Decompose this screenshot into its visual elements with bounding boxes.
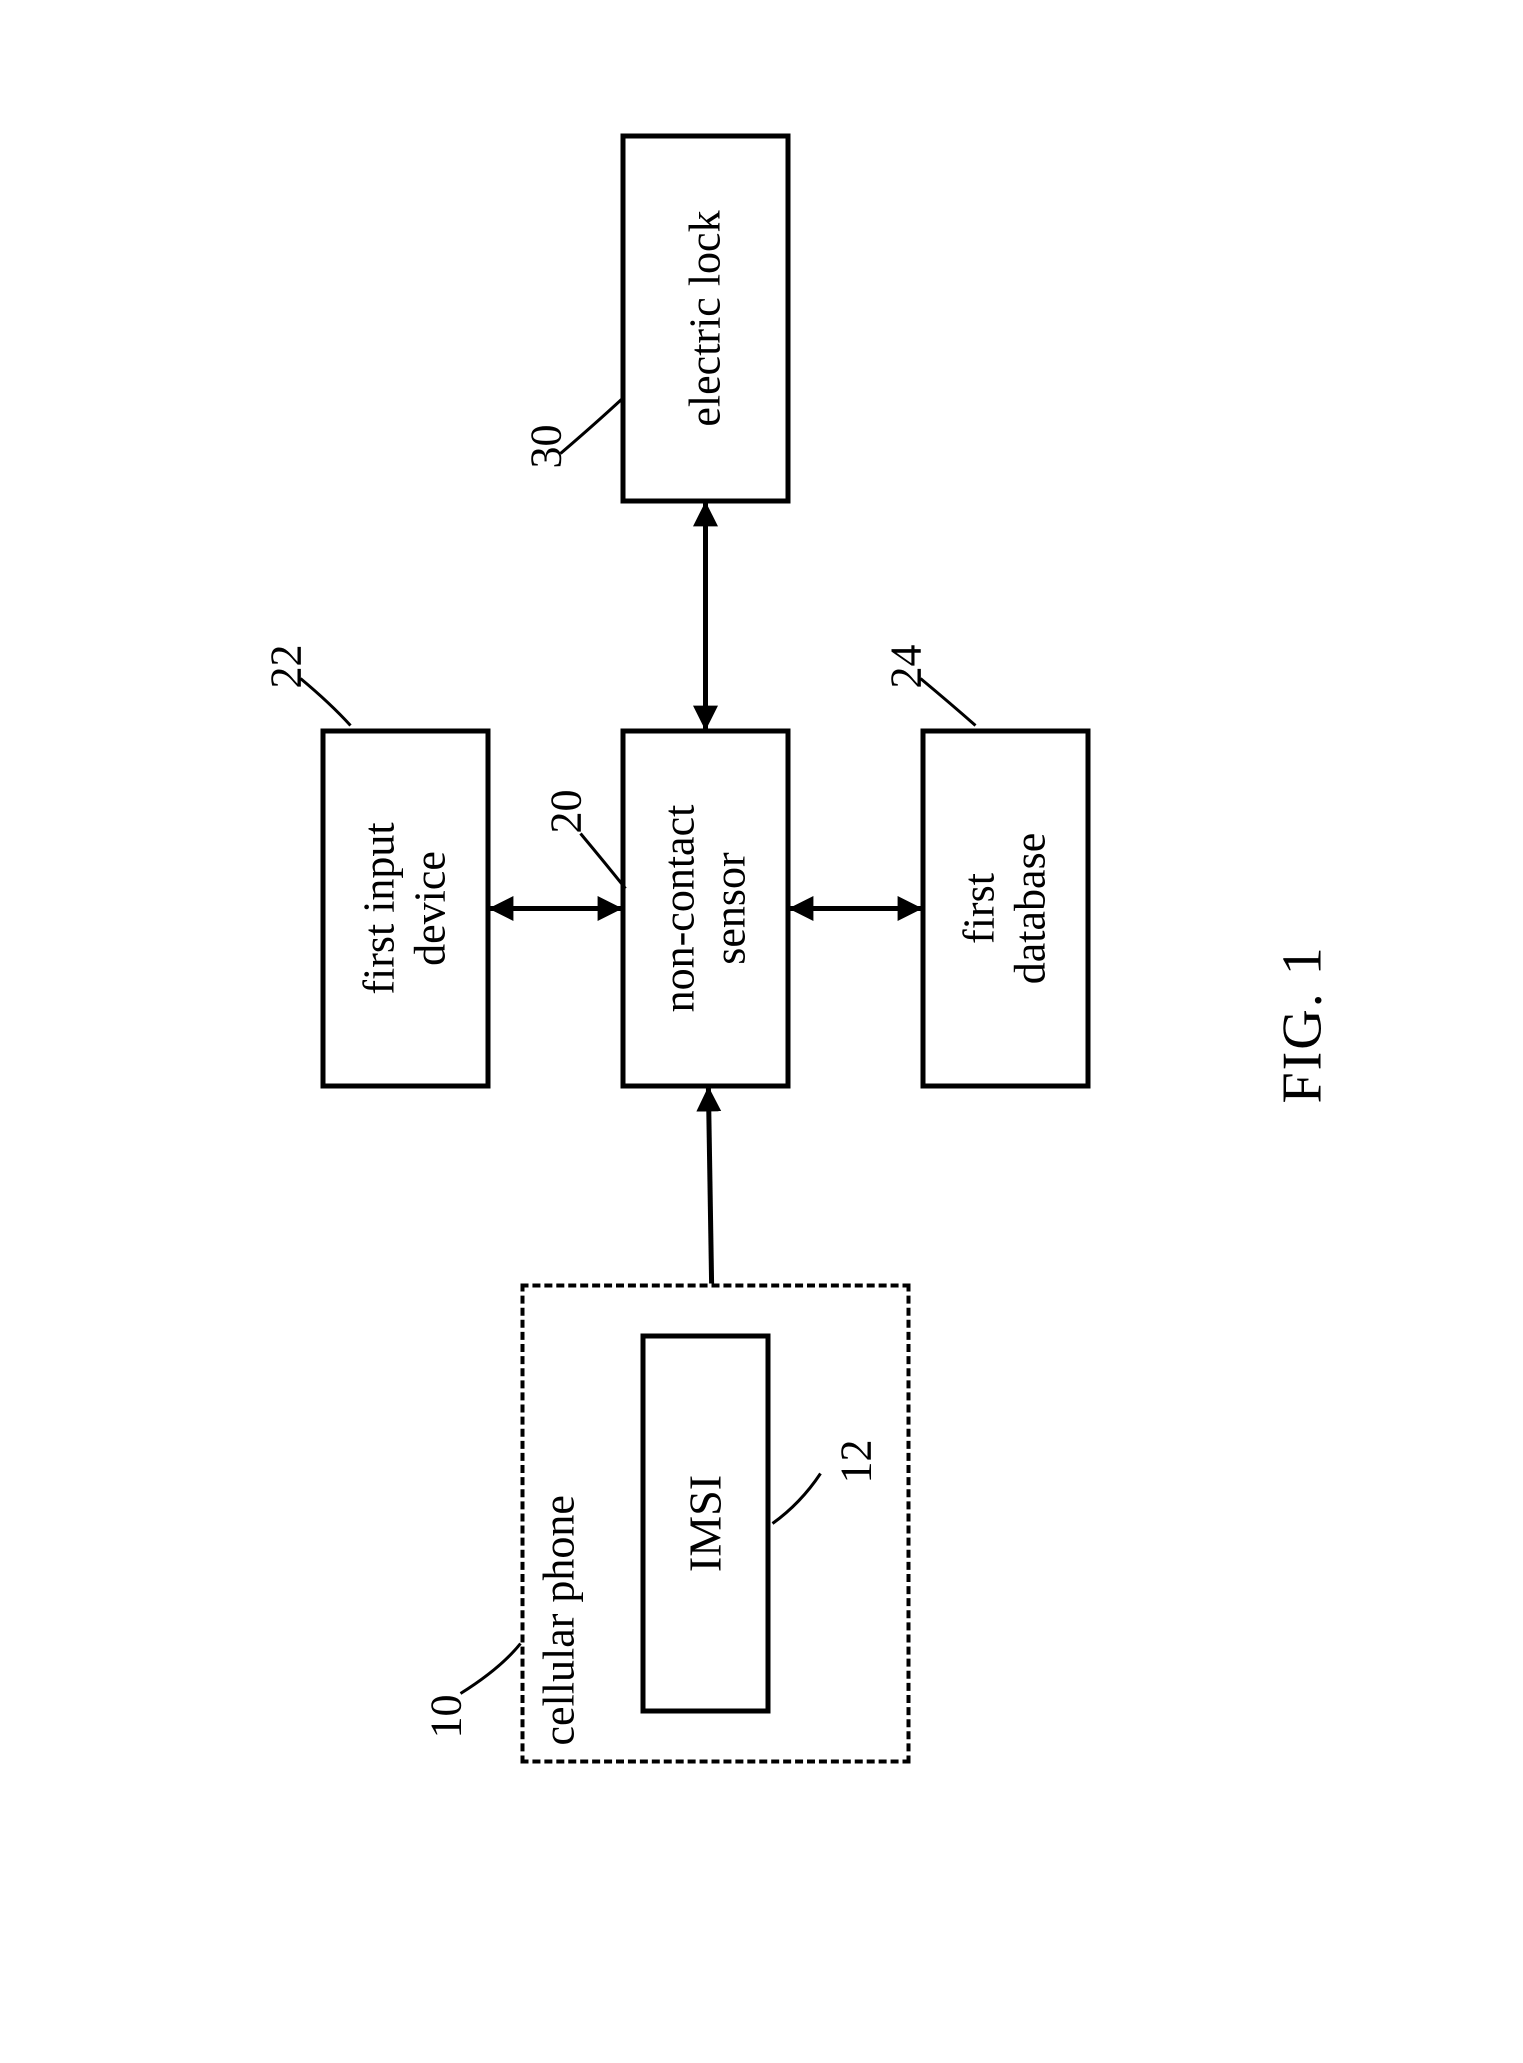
leader-line xyxy=(772,1473,820,1523)
leader-line xyxy=(460,1643,520,1693)
diagram-area: cellular phone IMSI first input device n… xyxy=(0,0,1523,2063)
connector xyxy=(708,1088,711,1283)
leader-line xyxy=(300,678,350,725)
leader-line xyxy=(560,398,622,453)
connector-layer xyxy=(0,0,1523,2063)
leader-line xyxy=(920,678,975,725)
leader-line xyxy=(580,833,625,888)
